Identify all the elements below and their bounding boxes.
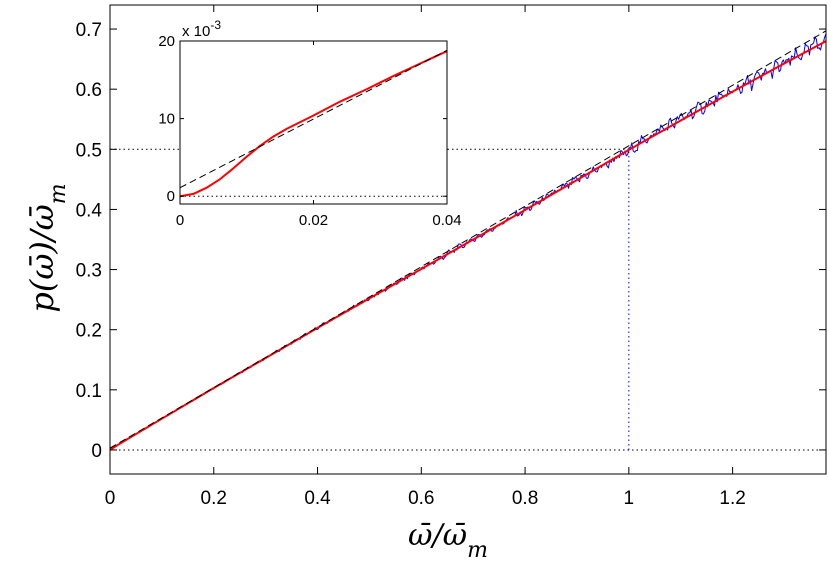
- main-y-tick-label: 0: [91, 441, 102, 462]
- main-y-tick-label: 0.5: [76, 140, 102, 161]
- inset-exponent-power: -3: [210, 18, 221, 32]
- main-y-tick-label: 0.2: [76, 321, 102, 342]
- main-x-tick-label: 0.8: [512, 488, 538, 509]
- main-y-tick-label: 0.3: [76, 261, 102, 282]
- inset-x-tick-label: 0.04: [432, 212, 461, 229]
- inset-y-tick-label: 10: [158, 111, 175, 128]
- main-x-tick-label: 0.4: [304, 488, 331, 509]
- inset-exponent-base: x 10: [182, 23, 210, 40]
- inset-x-tick-label: 0: [176, 212, 184, 229]
- x-axis-label: ω̄/ω̄m: [408, 518, 488, 562]
- main-axes-frame: [109, 4, 827, 475]
- inset-series-0-line: [180, 50, 447, 198]
- y-axis-label-sub: m: [46, 183, 71, 204]
- inset-series-1-line: [180, 49, 447, 189]
- inset-exponent-label: x 10-3: [182, 18, 221, 40]
- axis-labels: ω̄/ω̄m p(ω̄)/ω̄m: [23, 183, 488, 562]
- main-y-tick-label: 0.1: [76, 381, 102, 402]
- main-y-tick-label: 0.4: [76, 200, 103, 221]
- y-axis-label-main: p(ω̄)/ω̄: [23, 204, 61, 312]
- main-series-2-line: [110, 30, 826, 449]
- x-axis-label-sub: m: [467, 538, 488, 562]
- main-y-tick-label: 0.6: [76, 80, 102, 101]
- inset-y-tick-label: 0: [167, 188, 175, 205]
- inset-x-tick-label: 0.02: [299, 212, 328, 229]
- main-x-tick-label: 0.2: [201, 488, 227, 509]
- inset-y-tick-label: 20: [158, 33, 175, 50]
- x-axis-label-main: ω̄/ω̄: [408, 518, 467, 553]
- inset-background: [180, 41, 447, 204]
- main-y-tick-label: 0.7: [76, 20, 102, 41]
- inset-plot: 0 0.02 0.04 0 10 20 x 10-3: [158, 18, 461, 229]
- main-x-tick-label: 0: [105, 488, 116, 509]
- y-axis-label: p(ω̄)/ω̄m: [23, 183, 71, 312]
- main-x-tick-label: 1: [624, 488, 635, 509]
- main-x-tick-label: 1.2: [719, 488, 745, 509]
- main-x-tick-label: 0.6: [408, 488, 434, 509]
